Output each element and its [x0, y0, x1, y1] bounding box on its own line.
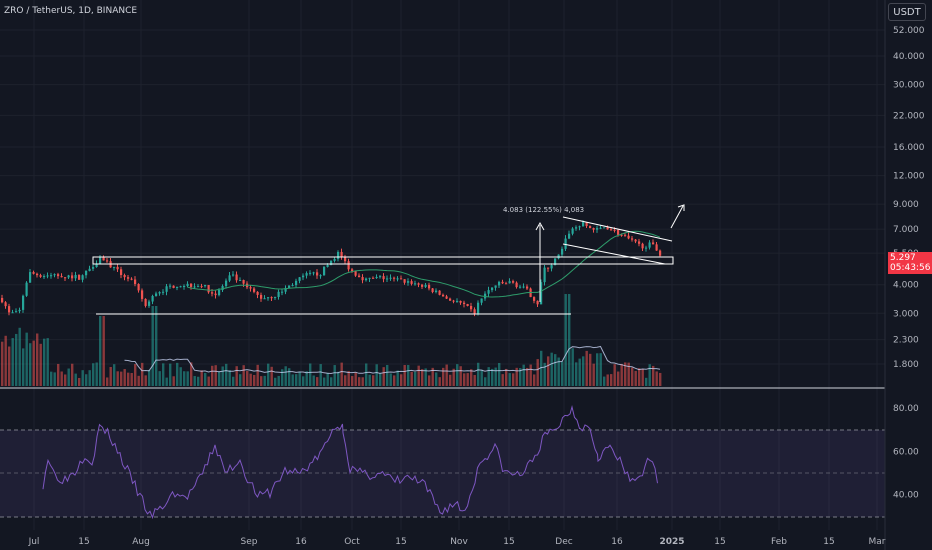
bar-countdown: 05:43:56 [890, 263, 931, 273]
breakout-arrow-head [677, 204, 685, 211]
time-tick-label: 15 [714, 537, 725, 547]
time-tick-label: 15 [503, 537, 514, 547]
flag-lower-line[interactable] [562, 243, 666, 265]
price-tick-label: 3.000 [893, 309, 919, 319]
last-price-value: 5.297 [890, 253, 916, 263]
price-tick-label: 7.000 [893, 225, 919, 235]
currency-button[interactable]: USDT [888, 3, 926, 21]
breakout-arrow[interactable] [670, 205, 684, 229]
price-tick-label: 30.000 [893, 81, 925, 91]
time-tick-label: Jul [28, 537, 40, 547]
price-tick-label: 40.000 [893, 52, 925, 62]
measure-label: 4.083 (122.55%) 4,083 [503, 206, 584, 214]
volume-bars [1, 294, 662, 386]
time-axis[interactable]: Jul 15 Aug Sep 16 Oct 15 Nov 15 Dec 16 2025 15 Feb 15 M… [28, 537, 886, 547]
time-tick-label: Dec [555, 537, 572, 547]
drawings[interactable]: 4.083 (122.55%) 4,083 [92, 204, 685, 315]
price-tick-label: 9.000 [893, 200, 919, 210]
rsi-axis[interactable]: 80.00 60.00 40.00 [893, 404, 919, 500]
time-tick-label: Nov [450, 537, 468, 547]
time-tick-label: 16 [611, 537, 623, 547]
time-tick-label: 15 [78, 537, 89, 547]
rsi-tick-label: 60.00 [893, 447, 919, 457]
time-tick-label: Aug [132, 537, 150, 547]
time-tick-label: 16 [295, 537, 307, 547]
time-tick-label: 15 [823, 537, 834, 547]
flag-upper-line[interactable] [562, 216, 673, 242]
measure-arrow-head [535, 221, 545, 231]
moving-average-line [187, 230, 661, 298]
time-tick-label: 2025 [659, 537, 684, 547]
chart-title: ZRO / TetherUS, 1D, BINANCE [4, 6, 138, 16]
last-price-tag: 5.297 05:43:56 [888, 252, 932, 274]
rsi-line [42, 405, 658, 520]
price-tick-label: 4.000 [893, 281, 919, 291]
time-tick-label: 15 [395, 537, 406, 547]
resistance-box[interactable] [92, 256, 674, 265]
grid [0, 0, 885, 530]
price-tick-label: 16.000 [893, 143, 925, 153]
price-tick-label: 1.800 [893, 360, 919, 370]
time-tick-label: Mar [869, 537, 886, 547]
price-tick-label: 12.000 [893, 172, 925, 182]
volume-ma-line [124, 345, 661, 375]
time-tick-label: Feb [771, 537, 787, 547]
price-tick-label: 52.000 [893, 26, 925, 36]
price-tick-label: 2.300 [893, 336, 919, 346]
time-tick-label: Oct [344, 537, 360, 547]
time-tick-label: Sep [241, 537, 258, 547]
rsi-tick-label: 40.00 [893, 491, 919, 501]
price-tick-label: 22.000 [893, 111, 925, 121]
rsi-tick-label: 80.00 [893, 404, 919, 414]
